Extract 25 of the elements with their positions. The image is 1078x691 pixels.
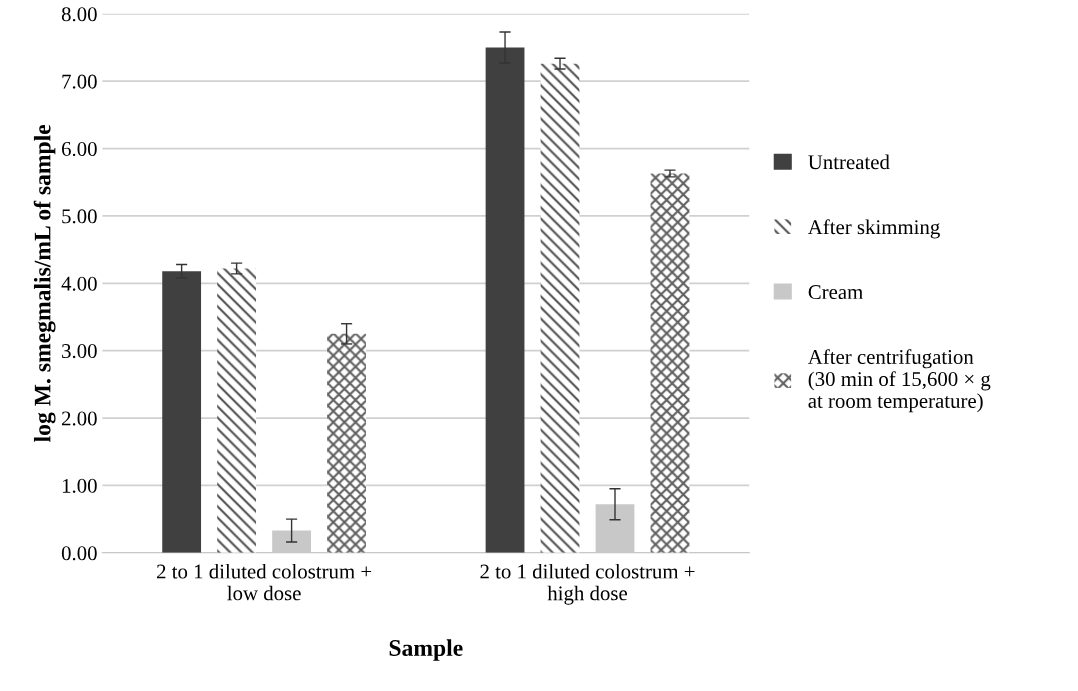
bar <box>327 333 366 553</box>
y-tick-label: 6.00 <box>61 141 97 157</box>
y-tick-label: 0.00 <box>61 546 97 561</box>
bar <box>162 271 202 553</box>
bar <box>272 530 311 553</box>
legend-label: Cream <box>808 285 863 300</box>
bar <box>485 47 525 553</box>
x-tick-label: 2 to 1 diluted colostrum + low dose <box>157 563 372 601</box>
y-tick-label: 4.00 <box>61 276 97 291</box>
x-tick-label: 2 to 1 diluted colostrum + high dose <box>480 563 695 605</box>
legend-label: After skimming <box>807 219 940 239</box>
y-tick-label: 3.00 <box>62 344 97 359</box>
y-tick-label: 5.00 <box>62 209 97 224</box>
bar <box>595 504 635 553</box>
y-tick-label: 2.00 <box>62 411 97 426</box>
y-tick-label: 1.00 <box>62 478 97 493</box>
legend-label: Untreated <box>808 154 890 170</box>
legend-label: After centrifugation (30 min of 15,600 × g at room temperature) <box>807 349 991 413</box>
x-axis-title: Sample <box>389 639 463 661</box>
bar <box>540 63 580 553</box>
bar <box>217 268 257 553</box>
y-tick-label: 7.00 <box>62 74 97 89</box>
y-tick-label: 8.00 <box>61 7 97 22</box>
y-axis-title: log M. smegmalis/mL of sample <box>33 124 56 442</box>
bar <box>650 173 690 553</box>
